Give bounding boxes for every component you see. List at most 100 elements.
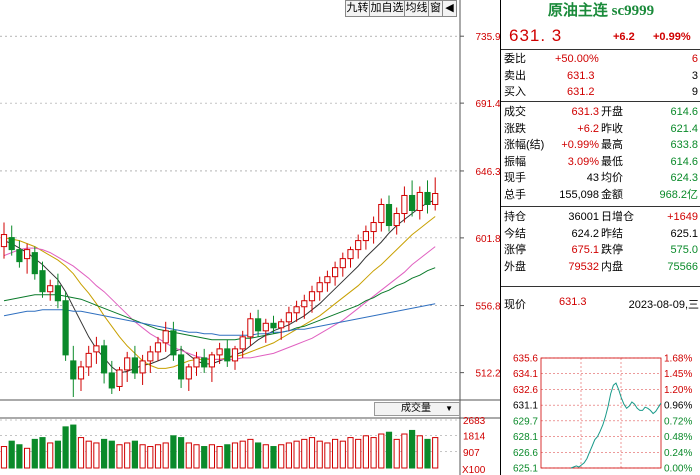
- volume-indicator-select[interactable]: 成交量 ▼: [374, 402, 460, 416]
- stat-label: 金额: [601, 188, 623, 201]
- stat-value: 36001: [568, 211, 599, 223]
- ma-line: [3, 303, 436, 336]
- stat-row: 涨跌 +6.2 昨收 621.4: [501, 121, 700, 138]
- volume-bar: [108, 440, 115, 469]
- price-row: 631. 3 +6.2 +0.99%: [501, 26, 700, 48]
- volume-bar: [85, 440, 92, 469]
- volume-bar: [301, 438, 308, 469]
- stat-label: 振幅: [504, 155, 526, 168]
- timeshare-chart[interactable]: 635.6 1.68% 634.1 1.45% 632.6 1.20% 631.1 0.96%…: [501, 350, 700, 475]
- candle-body: [355, 240, 362, 251]
- timeshare-price-label: 629.7: [513, 416, 538, 427]
- price-axis-label: 601.8: [475, 234, 500, 245]
- quote-panel: 原油主连 sc9999 631. 3 +6.2 +0.99% 委比 +50.00…: [500, 0, 700, 475]
- stat-value: 631.3: [571, 106, 599, 118]
- stat-row: 涨幅(结) +0.99% 最高 633.8: [501, 137, 700, 154]
- nine-turn-button[interactable]: 九转: [345, 0, 370, 17]
- stat-value: 614.6: [670, 106, 698, 118]
- ma-lines-button[interactable]: 均线: [404, 0, 429, 17]
- stat-value: 621.4: [670, 122, 698, 135]
- timeshare-price-label: 628.1: [513, 432, 538, 443]
- divider: [501, 101, 700, 102]
- candle-body: [247, 318, 254, 338]
- price-axis-label: 556.8: [475, 302, 500, 313]
- window-button[interactable]: 窗: [428, 0, 443, 17]
- ma-line: [3, 267, 436, 341]
- candle-body: [70, 360, 77, 380]
- candle-body: [178, 354, 185, 380]
- timeshare-price-label: 631.1: [513, 401, 538, 412]
- stat-row: 涨停 675.1 跌停 575.0: [501, 242, 700, 259]
- candle-body: [339, 258, 346, 269]
- candle-body: [131, 357, 139, 374]
- stat-label: 日增仓: [601, 211, 634, 223]
- stat-label: 跌停: [601, 244, 623, 256]
- candle-body: [308, 291, 316, 302]
- candle-body: [255, 318, 262, 332]
- volume-bar: [193, 444, 200, 469]
- timeshare-pct-label: 0.72%: [664, 416, 692, 427]
- timeshare-pct-label: 0.96%: [664, 401, 692, 412]
- chart-toolbar: 九转 加自选 均线 窗 ◀: [345, 0, 460, 17]
- divider: [501, 286, 700, 287]
- stat-value: 155,098: [559, 188, 599, 201]
- volume-axis-label: 2683: [463, 416, 486, 427]
- stat-value: 75566: [667, 260, 698, 273]
- candle-body: [224, 348, 231, 362]
- candle-body: [208, 354, 216, 368]
- candle-body: [362, 231, 369, 242]
- timeshare-date: 2023-08-09,三: [628, 299, 699, 311]
- candle-body: [324, 276, 331, 284]
- volume-bar: [270, 446, 277, 469]
- stat-label: 持仓: [504, 211, 526, 223]
- candle-body: [301, 300, 308, 308]
- row-ask: 卖出 631.3 3: [504, 69, 698, 82]
- candle-body: [185, 366, 192, 380]
- volume-bar: [370, 437, 377, 469]
- volume-bar: [0, 446, 8, 469]
- stat-label: 昨结: [601, 227, 623, 240]
- candle-body: [385, 203, 393, 227]
- volume-bar: [147, 446, 154, 469]
- candle-body: [54, 285, 61, 302]
- stat-value: 575.0: [670, 244, 698, 256]
- stat-value: 968.2亿: [659, 188, 698, 201]
- volume-bar: [278, 444, 285, 469]
- volume-bar: [293, 440, 300, 469]
- volume-bar: [77, 437, 85, 469]
- volume-bar: [154, 444, 162, 469]
- candle-body: [393, 213, 400, 227]
- candle-body: [262, 322, 269, 332]
- timeshare-pct-label: 0.24%: [664, 448, 692, 459]
- timeshare-price-line: [570, 382, 662, 469]
- volume-bar: [247, 438, 254, 469]
- candle-body: [401, 194, 408, 215]
- stat-row: 振幅 3.09% 最低 614.6: [501, 154, 700, 171]
- candle-body: [62, 300, 69, 356]
- stat-label: 最低: [601, 155, 623, 168]
- volume-bar: [8, 440, 15, 469]
- price-axis-label: 735.9: [475, 32, 500, 43]
- volume-bar: [416, 435, 423, 469]
- stat-label: 开盘: [601, 106, 623, 118]
- volume-bar: [316, 440, 323, 469]
- volume-bar: [378, 433, 385, 469]
- stat-label: 总手: [504, 188, 526, 201]
- volume-bar: [31, 438, 38, 469]
- volume-bar: [355, 438, 362, 469]
- volume-bar: [93, 442, 100, 469]
- volume-bar: [62, 426, 69, 469]
- volume-bar: [347, 437, 354, 469]
- candle-body: [31, 252, 38, 275]
- add-watchlist-button[interactable]: 加自选: [369, 0, 405, 17]
- kline-chart[interactable]: 735.9 691.4 646.3 601.8 556.8 512.2 2683 1814 90…: [0, 0, 500, 475]
- last-price: 631. 3: [509, 26, 563, 45]
- stat-label: 涨跌: [504, 122, 526, 135]
- timeshare-price-value: 631.3: [559, 296, 587, 308]
- price-axis-label: 512.2: [475, 369, 500, 380]
- volume-bar: [139, 444, 146, 469]
- stat-label: 最高: [601, 139, 623, 151]
- candle-body: [124, 357, 131, 371]
- collapse-arrow-icon[interactable]: ◀: [442, 0, 457, 17]
